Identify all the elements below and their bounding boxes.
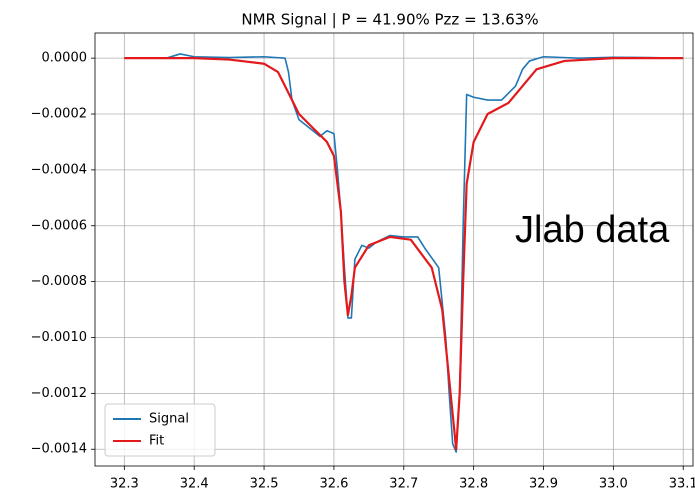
- y-tick-label: −0.0004: [31, 162, 87, 177]
- y-tick-label: −0.0012: [31, 386, 87, 401]
- x-tick-label: 32.8: [459, 477, 488, 492]
- y-tick-label: −0.0006: [31, 218, 87, 233]
- y-tick-label: −0.0008: [31, 274, 87, 289]
- x-tick-label: 33.1: [669, 477, 695, 492]
- y-tick-label: −0.0014: [31, 442, 87, 457]
- series-line: [124, 57, 684, 451]
- x-tick-label: 32.6: [319, 477, 348, 492]
- plot-area: [95, 33, 693, 466]
- annotation: Jlab data: [515, 209, 670, 251]
- x-tick-label: 32.9: [529, 477, 558, 492]
- x-tick-label: 32.4: [180, 477, 209, 492]
- chart-title: NMR Signal | P = 41.90% Pzz = 13.63%: [241, 11, 538, 29]
- y-tick-label: −0.0010: [31, 330, 87, 345]
- x-tick-label: 32.7: [389, 477, 418, 492]
- legend-box: [104, 403, 216, 457]
- plot-frame: [94, 32, 694, 467]
- legend-label: Signal: [149, 412, 189, 427]
- x-tick-label: 32.3: [110, 477, 139, 492]
- y-tick-label: −0.0002: [31, 107, 87, 122]
- x-tick-label: 33.0: [599, 477, 628, 492]
- legend-label: Fit: [149, 434, 164, 449]
- x-tick-label: 32.5: [250, 477, 279, 492]
- y-tick-label: 0.0000: [42, 51, 88, 66]
